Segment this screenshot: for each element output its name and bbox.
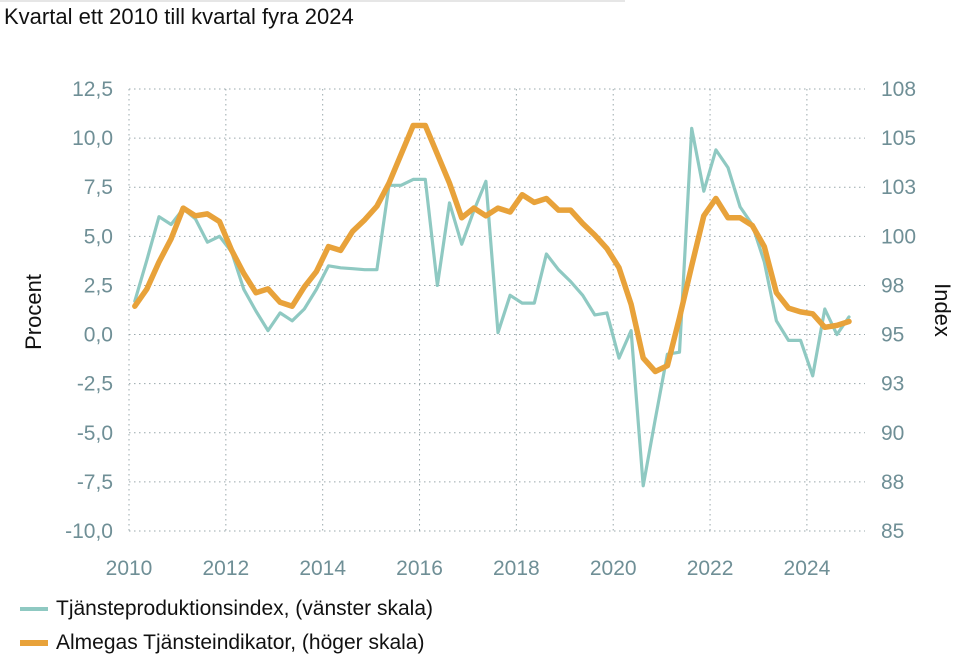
- legend-item-almegas-tjansteindikator: Almegas Tjänsteindikator, (höger skala): [20, 631, 424, 655]
- x-tick-label: 2012: [202, 557, 249, 580]
- right-axis-ticks: 108 105 103 100 98 95 93 90 88 85: [881, 78, 916, 543]
- series-lines: [132, 122, 852, 488]
- right-tick-label: 103: [881, 176, 916, 199]
- right-tick-label: 93: [881, 373, 904, 396]
- chart-title: Kvartal ett 2010 till kvartal fyra 2024: [4, 4, 354, 29]
- legend-swatch-teal: [20, 607, 48, 611]
- series-line-almegas-tjansteindikator: [132, 122, 852, 375]
- x-tick-label: 2016: [396, 557, 443, 580]
- left-tick-label: 7,5: [84, 176, 113, 199]
- x-tick-label: 2022: [687, 557, 734, 580]
- left-tick-label: 10,0: [72, 127, 113, 150]
- left-tick-label: -7,5: [77, 471, 113, 494]
- right-tick-label: 100: [881, 225, 916, 248]
- right-tick-label: 98: [881, 274, 904, 297]
- left-tick-label: 2,5: [84, 274, 113, 297]
- x-tick-label: 2010: [106, 557, 153, 580]
- legend-swatch-orange: [20, 640, 48, 646]
- right-tick-label: 105: [881, 127, 916, 150]
- x-tick-label: 2018: [493, 557, 540, 580]
- left-tick-label: 0,0: [84, 324, 113, 347]
- left-axis-label: Procent: [21, 274, 46, 350]
- right-tick-label: 95: [881, 324, 904, 347]
- x-axis-ticks: 2010 2012 2014 2016 2018 2020 2022 2024: [106, 557, 831, 580]
- grid-lines: [128, 88, 865, 532]
- left-tick-label: -2,5: [77, 373, 113, 396]
- top-divider: [0, 0, 625, 2]
- x-tick-label: 2024: [784, 557, 831, 580]
- left-tick-label: -5,0: [77, 422, 113, 445]
- right-tick-label: 88: [881, 471, 904, 494]
- legend-item-tjansteproduktionsindex: Tjänsteproduktionsindex, (vänster skala): [20, 597, 433, 621]
- legend-label: Tjänsteproduktionsindex, (vänster skala): [56, 597, 434, 620]
- x-tick-label: 2014: [299, 557, 346, 580]
- legend-label: Almegas Tjänsteindikator, (höger skala): [56, 631, 425, 654]
- right-axis-label: Index: [930, 283, 955, 337]
- right-tick-label: 108: [881, 78, 916, 101]
- series-line-tjansteproduktionsindex: [133, 126, 851, 488]
- right-tick-label: 90: [881, 422, 904, 445]
- left-tick-label: -10,0: [65, 520, 113, 543]
- right-tick-label: 85: [881, 520, 904, 543]
- x-tick-label: 2020: [590, 557, 637, 580]
- left-axis-ticks: 12,5 10,0 7,5 5,0 2,5 0,0 -2,5 -5,0 -7,5 -10,0: [65, 78, 113, 543]
- left-tick-label: 5,0: [84, 225, 113, 248]
- left-tick-label: 12,5: [72, 78, 113, 101]
